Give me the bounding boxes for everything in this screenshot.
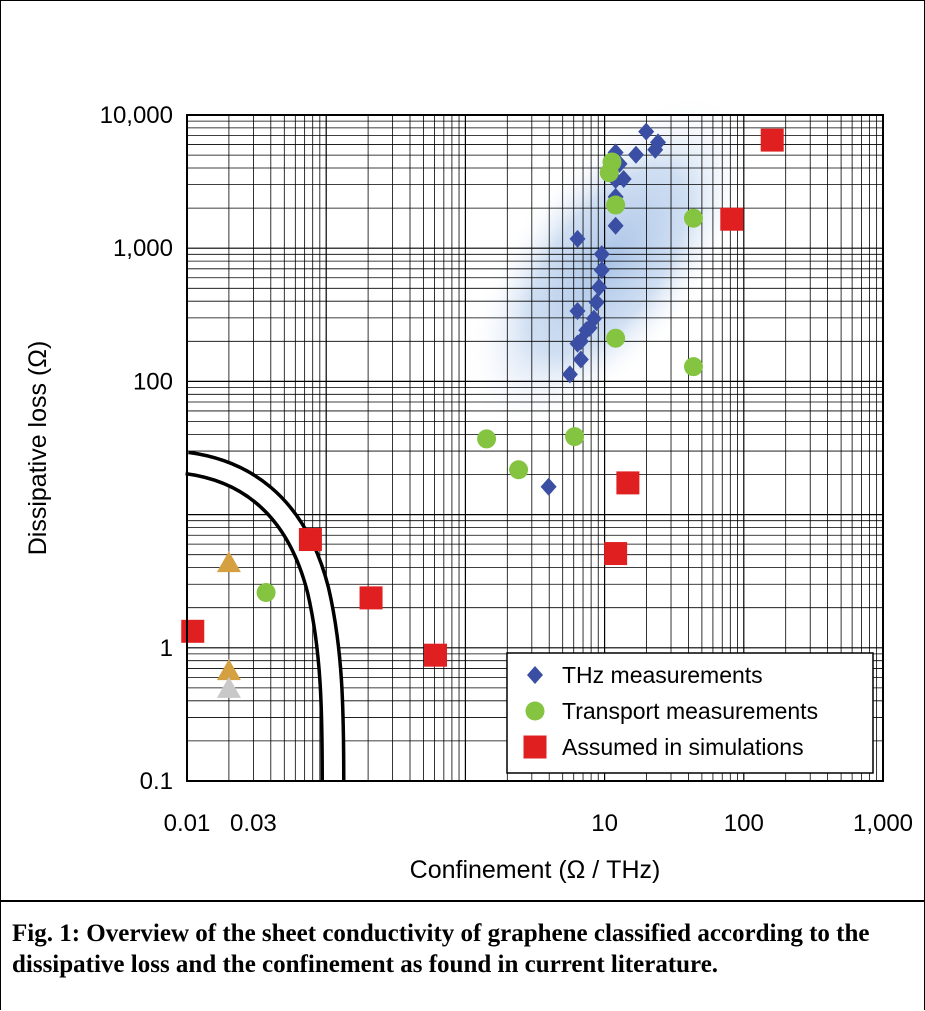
assumed-in-simulations-point — [298, 528, 322, 552]
thz-measurements-point — [569, 301, 586, 320]
transport-measurements-point — [256, 583, 276, 603]
y-axis-label: Dissipative loss (Ω) — [24, 341, 52, 556]
thz-measurements-point — [615, 169, 632, 188]
legend-label-assumed-in-simulations: Assumed in simulations — [562, 734, 804, 760]
transport-measurements-point — [606, 328, 626, 348]
y-tick-label: 0.1 — [140, 768, 173, 795]
legend-marker-thz-measurements — [527, 666, 543, 684]
legend-box — [506, 652, 874, 774]
thz-measurements-point — [593, 245, 610, 264]
thz-measurements-point — [585, 309, 602, 328]
thz-measurements-point — [561, 365, 578, 384]
thz-measurements-point — [572, 350, 589, 369]
thz-measurements-point — [540, 477, 557, 496]
x-tick-label: 0.03 — [230, 810, 277, 837]
x-tick-label: 100 — [724, 810, 764, 837]
assumed-in-simulations-point — [424, 643, 448, 667]
thz-measurements-point — [627, 145, 644, 164]
measurement-density-cloud — [463, 93, 753, 431]
transport-measurements-point — [602, 152, 622, 172]
assumed-in-simulations-point — [359, 586, 383, 610]
legend-marker-assumed-in-simulations — [523, 735, 547, 759]
thz-measurements-point — [593, 261, 610, 280]
legend-marker-transport-measurements — [525, 701, 545, 721]
transport-measurements-point — [565, 427, 585, 447]
thz-measurements-point — [588, 293, 605, 312]
triangle-point — [216, 676, 241, 698]
boundary-band — [185, 454, 342, 783]
chart: 0.01 0.03 10 100 1,000 0.1 1 100 1,000 10,000 THz… — [24, 93, 913, 884]
boundary-band-outline — [185, 450, 346, 783]
assumed-in-simulations-point — [181, 619, 205, 643]
plot-area-border — [186, 114, 884, 782]
transport-measurements-point — [683, 208, 703, 228]
assumed-in-simulations-point — [720, 207, 744, 231]
y-tick-label: 1,000 — [113, 235, 173, 262]
x-tick-label: 1,000 — [853, 810, 913, 837]
thz-measurements-point — [607, 216, 624, 235]
figure-caption: Fig. 1: Overview of the sheet conductivi… — [12, 920, 870, 978]
assumed-in-simulations-point — [616, 471, 640, 495]
caption-divider — [0, 900, 925, 902]
transport-measurements-point — [606, 195, 626, 215]
triangle-point — [216, 551, 241, 573]
assumed-in-simulations-point — [604, 542, 628, 566]
triangle-point — [216, 659, 241, 681]
x-tick-label: 10 — [591, 810, 618, 837]
y-tick-label: 100 — [133, 368, 173, 395]
legend-label-thz-measurements: THz measurements — [562, 662, 763, 688]
thz-measurements-point — [569, 229, 586, 248]
transport-measurements-point — [683, 357, 703, 377]
y-tick-label: 1 — [160, 635, 173, 662]
thz-measurements-point — [650, 133, 667, 152]
x-tick-label: 0.01 — [164, 810, 211, 837]
legend-label-transport-measurements: Transport measurements — [562, 698, 818, 724]
transport-measurements-point — [477, 429, 497, 449]
transport-measurements-point — [509, 460, 529, 480]
x-axis-label: Confinement (Ω / THz) — [410, 856, 661, 884]
y-tick-label: 10,000 — [100, 102, 173, 129]
assumed-in-simulations-point — [760, 128, 784, 152]
thz-measurements-point — [638, 122, 655, 141]
thz-measurements-point — [591, 278, 608, 297]
